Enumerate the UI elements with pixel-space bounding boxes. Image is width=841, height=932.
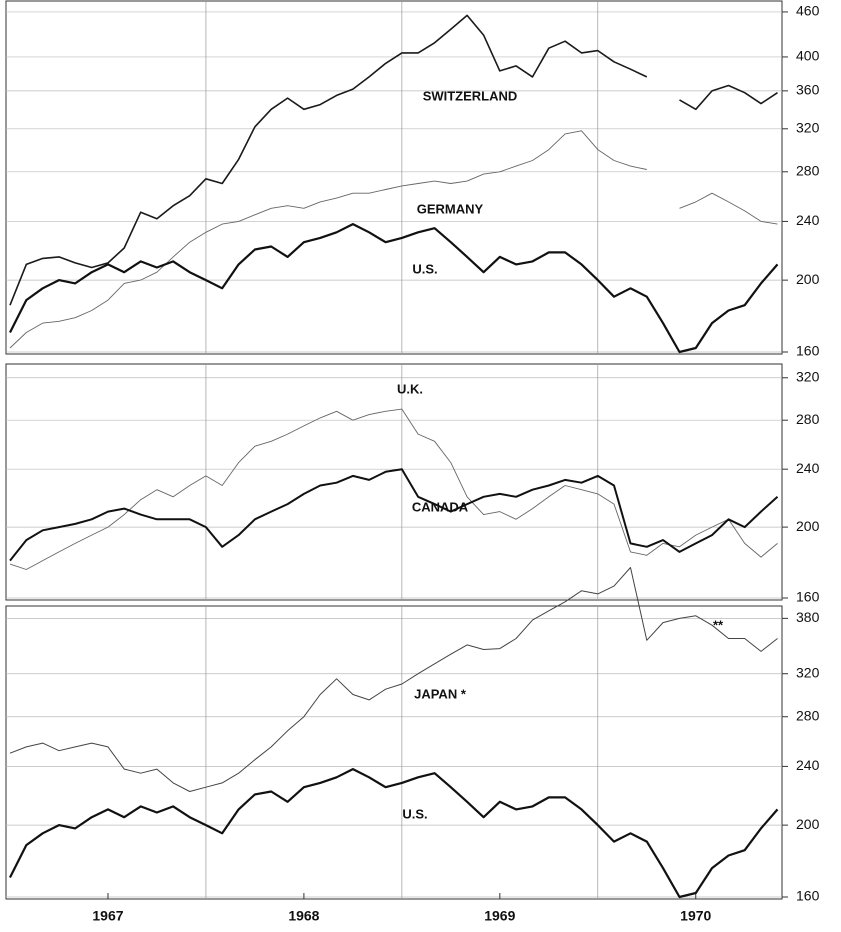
y-tick-label: 320 — [796, 664, 820, 680]
y-tick-label: 160 — [796, 589, 820, 605]
y-tick-label: 160 — [796, 888, 820, 904]
y-tick-label: 240 — [796, 757, 820, 773]
series-line — [9, 223, 779, 354]
series-label: JAPAN * — [414, 686, 467, 701]
y-tick-label: 380 — [796, 609, 820, 625]
y-tick-label: 240 — [796, 212, 820, 228]
series-label: U.S. — [412, 261, 437, 276]
series-label: SWITZERLAND — [423, 88, 518, 103]
y-tick-label: 160 — [796, 343, 820, 359]
x-tick-label: 1968 — [288, 908, 319, 924]
x-tick-label: 1967 — [92, 908, 123, 924]
y-tick-label: 460 — [796, 3, 820, 19]
series-label: CANADA — [412, 499, 469, 514]
x-tick-label: 1970 — [680, 908, 711, 924]
y-tick-label: 200 — [796, 816, 820, 832]
series-line — [9, 768, 779, 899]
panel-frame — [5, 363, 783, 601]
series-label: U.K. — [397, 381, 423, 396]
y-tick-label: 280 — [796, 411, 820, 427]
panel-frame — [5, 605, 783, 900]
series-line — [9, 14, 778, 306]
series-line — [9, 408, 778, 570]
x-tick-label: 1969 — [484, 908, 515, 924]
series-line — [9, 567, 778, 792]
series-label: GERMANY — [417, 201, 484, 216]
y-tick-label: 240 — [796, 460, 820, 476]
y-tick-label: 200 — [796, 271, 820, 287]
y-tick-label: 360 — [796, 82, 820, 98]
y-tick-label: 280 — [796, 707, 820, 723]
series-line — [9, 130, 778, 349]
series-line — [9, 468, 779, 562]
y-tick-label: 320 — [796, 368, 820, 384]
y-tick-label: 320 — [796, 119, 820, 135]
series-label: U.S. — [402, 806, 427, 821]
annotation: ** — [713, 617, 724, 632]
panel-frame — [5, 0, 783, 355]
y-tick-label: 200 — [796, 518, 820, 534]
y-tick-label: 280 — [796, 162, 820, 178]
y-tick-label: 400 — [796, 48, 820, 64]
